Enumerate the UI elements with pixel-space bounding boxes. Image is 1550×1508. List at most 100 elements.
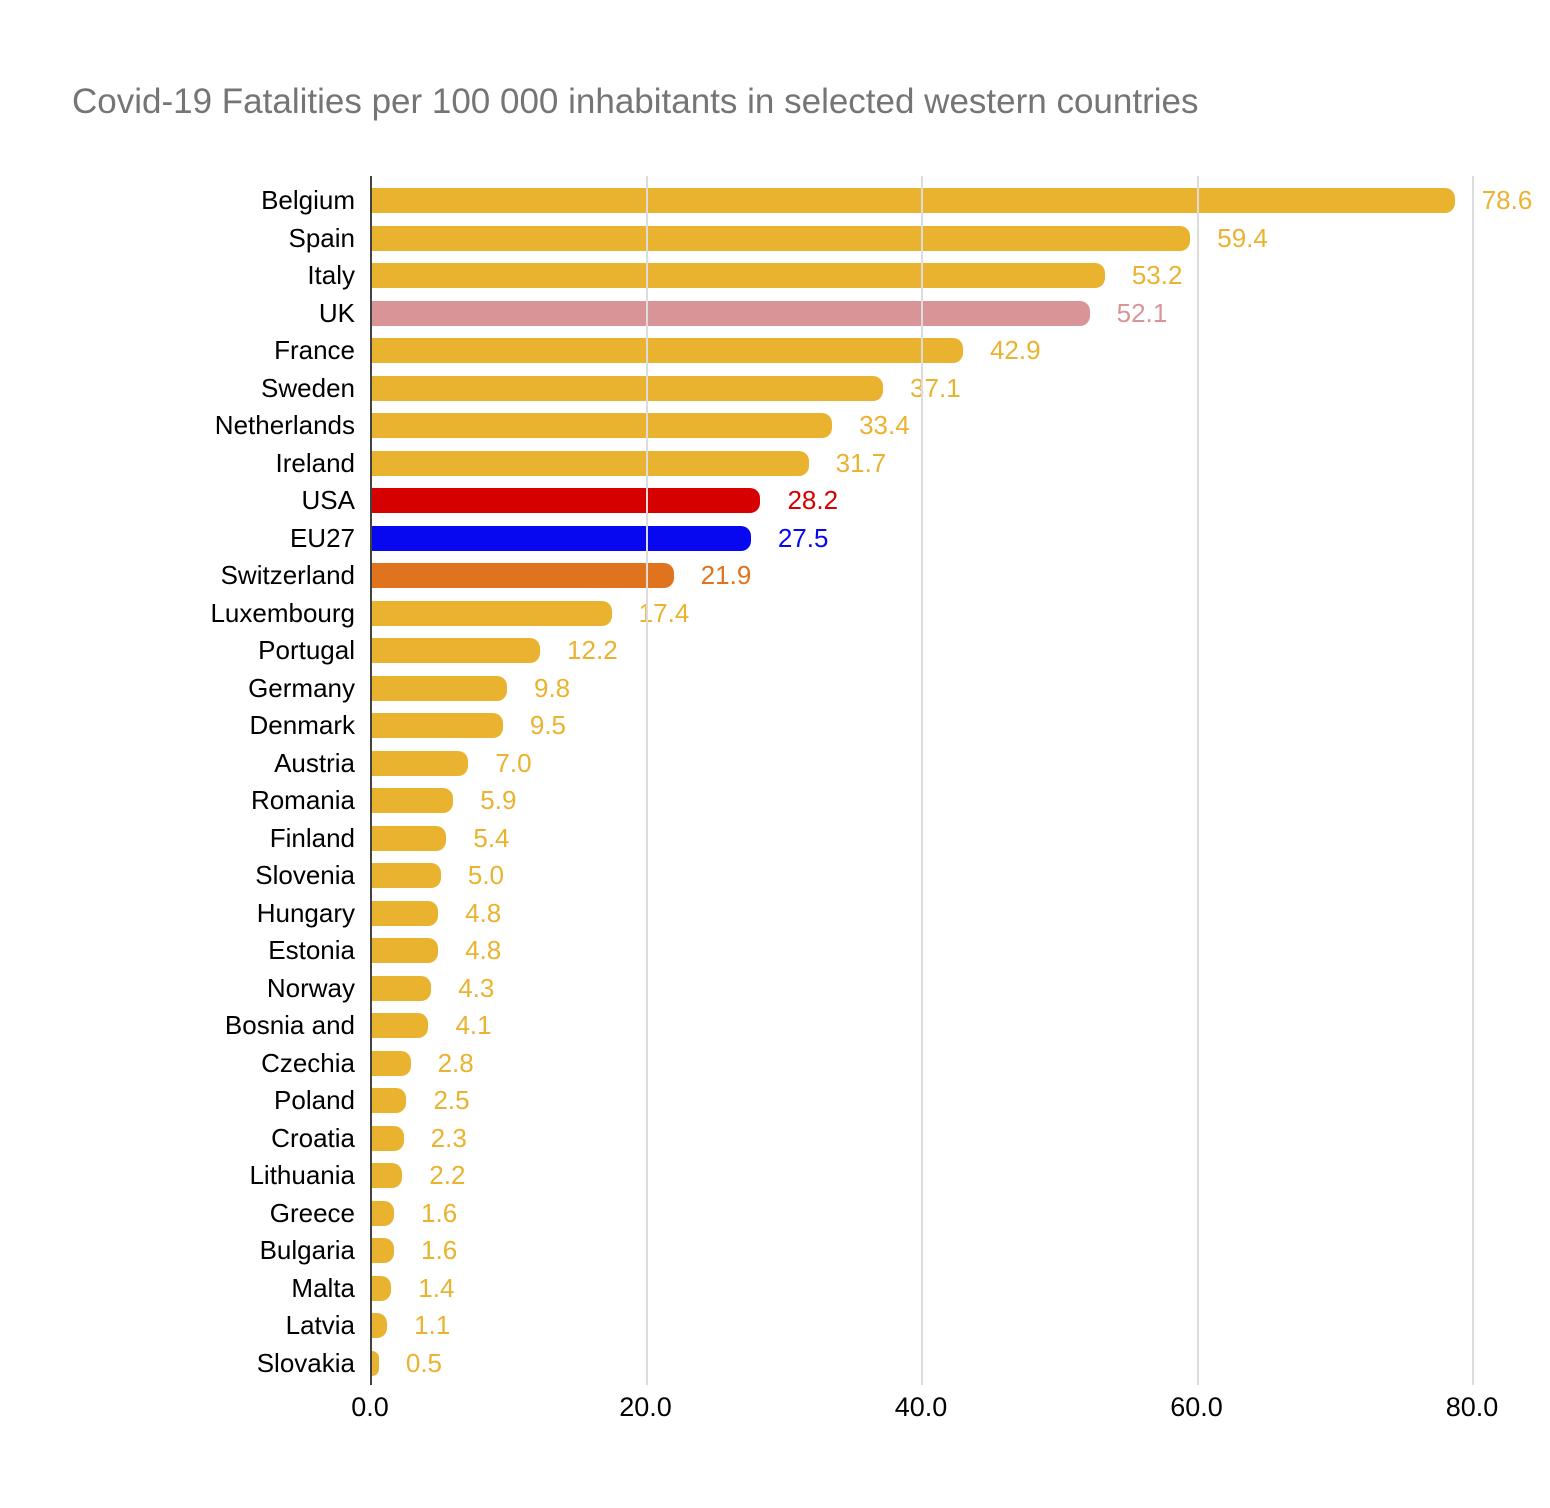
category-label: Belgium [261,185,355,215]
value-label: 1.4 [418,1272,455,1303]
bar [372,975,432,1001]
category-label: Netherlands [214,410,355,440]
gridline-x-40 [921,176,923,1385]
category-label: Slovenia [255,860,355,890]
bar-row: Poland 2.5 [0,1082,1550,1120]
category-label: Slovakia [256,1347,355,1378]
bar-row: Latvia 1.1 [0,1307,1550,1345]
category-label: USA [301,485,355,515]
category-label: Croatia [271,1122,355,1153]
value-label: 4.8 [465,897,502,928]
bar [372,1275,392,1301]
gridline-x-60 [1196,176,1199,1385]
bar [372,713,503,738]
bar [372,600,612,626]
x-tick-label-80.0: 80.0 [1445,1392,1499,1422]
value-label: 9.5 [529,710,567,740]
bar [372,750,469,776]
value-label: 4.3 [458,972,495,1003]
bar-row: USA 28.2 [0,482,1550,520]
value-label: 1.6 [421,1197,458,1228]
bar-row: Malta 1.4 [0,1270,1550,1308]
chart-title: Covid-19 Fatalities per 100 000 inhabita… [72,82,1199,121]
category-label: Italy [307,260,355,290]
bar-row: Denmark 9.5 [0,707,1550,745]
category-label: Switzerland [220,560,355,590]
value-label: 1.6 [421,1235,458,1265]
bar-row: Luxembourg 17.4 [0,595,1550,633]
bar-row: Spain 59.4 [0,220,1550,258]
gridline-x-80 [1472,176,1474,1385]
value-label: 5.9 [480,785,517,815]
category-label: UK [318,297,355,328]
bar-row: Bulgaria 1.6 [0,1232,1550,1270]
category-label: Spain [288,222,356,253]
value-label: 2.5 [433,1085,470,1115]
bar [372,1088,407,1113]
category-label: Malta [291,1272,355,1303]
bar-row: Finland 5.4 [0,820,1550,858]
bar-row: Czechia 2.8 [0,1045,1550,1083]
value-label: 5.0 [467,860,505,890]
bar [372,675,507,701]
value-label: 2.8 [437,1047,474,1078]
bar [372,1050,411,1076]
bar-row: Switzerland 21.9 [0,557,1550,595]
category-label: Bulgaria [259,1235,355,1265]
bar [372,1125,404,1151]
value-label: 7.0 [495,747,532,778]
category-label: Estonia [268,935,355,965]
bar-row: Slovenia 5.0 [0,857,1550,895]
category-label: Bosnia and [224,1010,355,1040]
bar [372,938,439,963]
bar-row: Romania 5.9 [0,782,1550,820]
x-tick-label-40.0: 40.0 [894,1392,948,1422]
bar-row: Italy 53.2 [0,257,1550,295]
bar [372,413,833,438]
bar [372,225,1191,251]
value-label: 5.4 [473,822,510,853]
category-label: EU27 [289,522,355,553]
category-label: Finland [269,822,355,853]
bar [372,863,441,888]
bar [372,263,1105,288]
bar [372,375,884,401]
bar-row: Croatia 2.3 [0,1120,1550,1158]
bar-row: Greece 1.6 [0,1195,1550,1233]
category-label: Sweden [261,372,355,403]
category-label: Luxembourg [210,597,355,628]
category-label: Greece [269,1197,355,1228]
category-label: Hungary [256,897,355,928]
value-label: 1.1 [414,1310,451,1340]
bar [372,1350,379,1376]
value-label: 0.5 [405,1347,443,1378]
x-tick-label-0.0: 0.0 [351,1392,389,1422]
category-label: Latvia [285,1310,355,1340]
category-label: Austria [274,747,355,778]
bar-row: UK 52.1 [0,295,1550,333]
bar-row: Norway 4.3 [0,970,1550,1008]
value-label: 9.8 [533,672,571,703]
category-label: Germany [248,672,355,703]
value-label: 27.5 [777,522,829,553]
x-tick-label-20.0: 20.0 [619,1392,672,1422]
bar [372,300,1090,326]
bar [372,788,454,813]
category-label: France [274,335,355,365]
value-label: 12.2 [567,635,618,665]
category-label: Portugal [258,635,355,665]
value-label: 21.9 [700,560,752,590]
category-label: Ireland [275,447,356,478]
value-label: 37.1 [910,372,961,403]
bar [372,1013,429,1038]
bar [372,1313,388,1338]
bar [372,1238,395,1263]
bar-row: Belgium 78.6 [0,182,1550,220]
bar-row: Austria 7.0 [0,745,1550,783]
value-label: 59.4 [1217,222,1268,253]
category-label: Lithuania [249,1160,355,1190]
bar [372,488,761,513]
bar [372,900,439,926]
category-label: Poland [274,1085,355,1115]
plot-area: Belgium 78.6 Spain 59.4 Italy 53.2 UK 52.1 Franc… [210,176,1532,1385]
